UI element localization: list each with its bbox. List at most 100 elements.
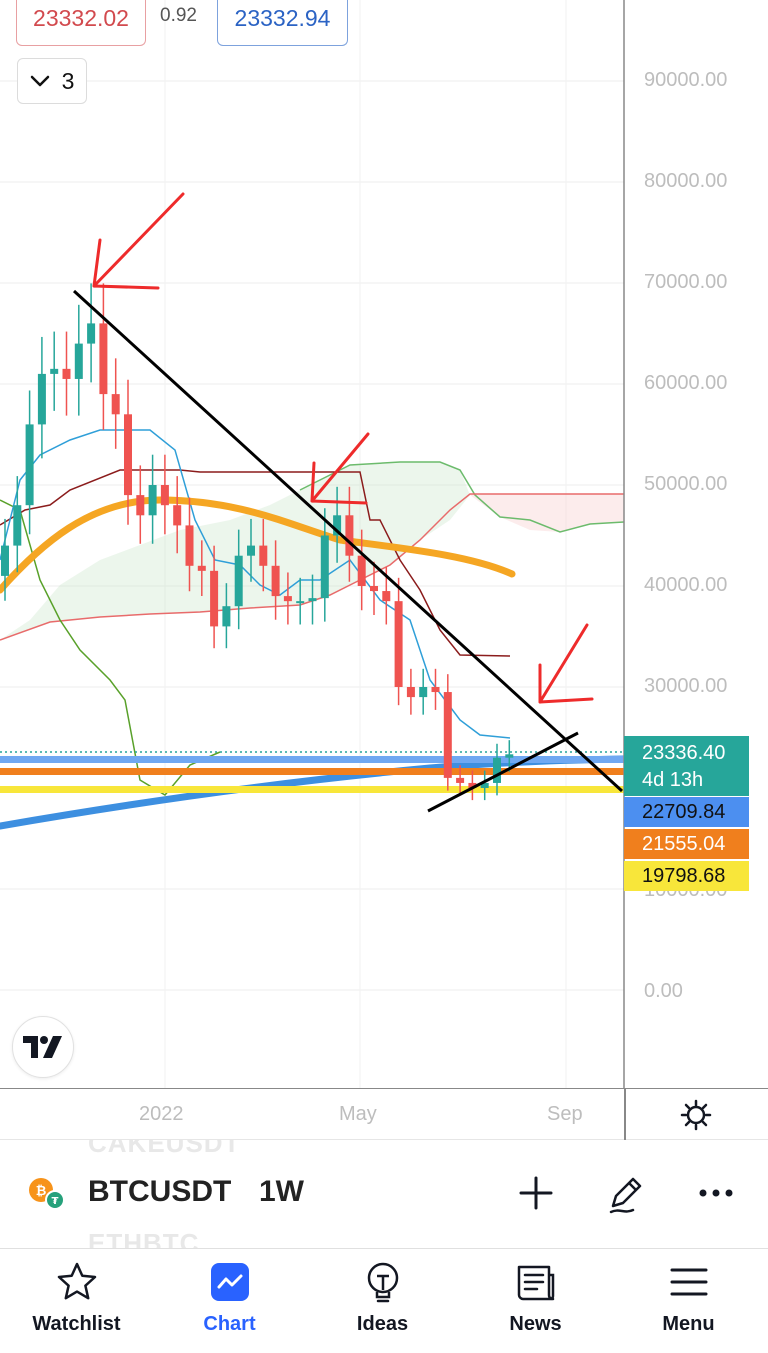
candle-body — [74, 343, 83, 379]
candle-body — [124, 414, 132, 496]
candle-body — [480, 782, 489, 788]
candle-body — [111, 394, 120, 415]
candle-body — [271, 565, 280, 597]
candle-body — [247, 545, 255, 556]
tab-label: Ideas — [356, 1313, 409, 1335]
next-symbol-ghost: ETHBTC — [88, 1228, 200, 1248]
pencil-icon — [609, 1177, 642, 1214]
candle-body — [419, 687, 428, 698]
candle-body — [197, 565, 206, 571]
level-line-yellow — [0, 786, 624, 793]
ichimoku-cloud — [0, 462, 470, 640]
star-icon — [57, 1262, 96, 1300]
lightbulb-icon — [367, 1262, 398, 1303]
candle-body — [185, 525, 194, 566]
tab-ideas[interactable]: Ideas — [306, 1249, 459, 1353]
more-icon — [699, 1189, 733, 1197]
blue-level-tag: 22709.84 — [624, 797, 749, 827]
candle-body — [259, 545, 268, 566]
tab-menu[interactable]: Menu — [612, 1249, 765, 1353]
symbol-button[interactable]: BTCUSDT — [88, 1175, 232, 1208]
tab-watchlist[interactable]: Watchlist — [0, 1249, 153, 1353]
time-label: 2022 — [139, 1103, 184, 1125]
menu-icon — [670, 1268, 707, 1296]
candle-body — [50, 368, 59, 374]
annotation-arrows — [92, 192, 594, 704]
descending-trendline[interactable] — [72, 289, 624, 793]
candle-body — [148, 485, 157, 516]
bottom-tab-bar: Watchlist Chart Ideas News Menu — [0, 1248, 768, 1353]
chart-canvas[interactable] — [0, 0, 768, 1088]
candle-body — [160, 485, 169, 506]
candle-body — [37, 373, 46, 425]
tab-label: Menu — [662, 1313, 715, 1335]
plus-icon — [519, 1176, 553, 1210]
candle-body — [431, 687, 440, 693]
tab-label: News — [509, 1313, 562, 1335]
candle-body — [234, 555, 243, 607]
symbol-bar: CAKEUSDT ETHBTC ₿ ₮ BTCUSDT 1W — [0, 1140, 768, 1248]
axis-separator — [624, 1089, 626, 1141]
bar-countdown: 4d 13h — [642, 769, 704, 791]
time-axis[interactable]: 2022 May Sep — [0, 1088, 768, 1141]
candle-body — [62, 368, 71, 379]
candle-body — [13, 505, 22, 546]
candle-body — [99, 323, 108, 395]
last-price-tag: 23336.40 4d 13h — [624, 736, 749, 796]
time-label: May — [339, 1103, 377, 1125]
candle-body — [222, 606, 231, 627]
svg-text:₮: ₮ — [52, 1196, 59, 1207]
candle-body — [283, 596, 292, 602]
price-tick: 60000.00 — [644, 372, 728, 394]
ema-line — [0, 496, 516, 594]
price-tick: 70000.00 — [644, 271, 728, 293]
candle-body — [505, 754, 514, 758]
tab-chart[interactable]: Chart — [153, 1249, 306, 1353]
bitcoin-icon: ₿ ₮ — [29, 1178, 65, 1210]
ascending-trendline[interactable] — [427, 731, 579, 813]
candle-body — [1, 545, 9, 576]
arrow-annotation-2 — [310, 432, 370, 505]
candle-body — [382, 591, 391, 602]
leading-span-a — [299, 461, 625, 533]
chart-icon — [210, 1263, 249, 1301]
bid-price-button[interactable]: 23332.02 — [16, 0, 146, 46]
chart-area[interactable]: 23332.02 0.92 23332.94 3 90000.00 80000.… — [0, 0, 768, 1088]
spread-value: 0.92 — [160, 5, 197, 26]
candle-body — [308, 598, 317, 602]
tab-news[interactable]: News — [459, 1249, 612, 1353]
indicator-count: 3 — [61, 67, 75, 94]
chart-settings-button[interactable] — [678, 1099, 714, 1131]
candle-body — [320, 535, 329, 599]
orange-level-tag: 21555.04 — [624, 829, 749, 859]
price-tick: 50000.00 — [644, 473, 728, 495]
level-line-blue — [0, 756, 624, 763]
tradingview-logo-icon — [23, 1036, 62, 1058]
ichimoku-cloud-red — [470, 494, 624, 532]
price-tick: 40000.00 — [644, 574, 728, 596]
base-line — [0, 469, 511, 657]
candle-body — [443, 692, 452, 778]
price-tick: 0.00 — [644, 980, 683, 1002]
candle-body — [394, 601, 403, 687]
candle-body — [210, 570, 219, 627]
ask-price-button[interactable]: 23332.94 — [217, 0, 348, 46]
tradingview-logo[interactable] — [12, 1016, 74, 1078]
interval-button[interactable]: 1W — [259, 1175, 304, 1208]
candle-body — [333, 515, 342, 536]
add-symbol-button[interactable] — [513, 1170, 559, 1216]
indicators-collapse-button[interactable]: 3 — [17, 58, 87, 104]
candle-body — [468, 782, 477, 788]
candle-body — [370, 586, 378, 592]
arrow-annotation-3 — [538, 623, 594, 704]
drawing-tools-button[interactable] — [603, 1170, 649, 1216]
tab-label: Watchlist — [32, 1313, 121, 1335]
more-options-button[interactable] — [693, 1170, 739, 1216]
level-line-orange — [0, 768, 624, 775]
previous-symbol-ghost: CAKEUSDT — [88, 1140, 241, 1158]
price-tick: 90000.00 — [644, 69, 728, 91]
candle-body — [296, 601, 305, 604]
candle-body — [493, 757, 501, 783]
svg-text:₿: ₿ — [36, 1184, 47, 1199]
bid-price: 23332.02 — [33, 5, 129, 31]
